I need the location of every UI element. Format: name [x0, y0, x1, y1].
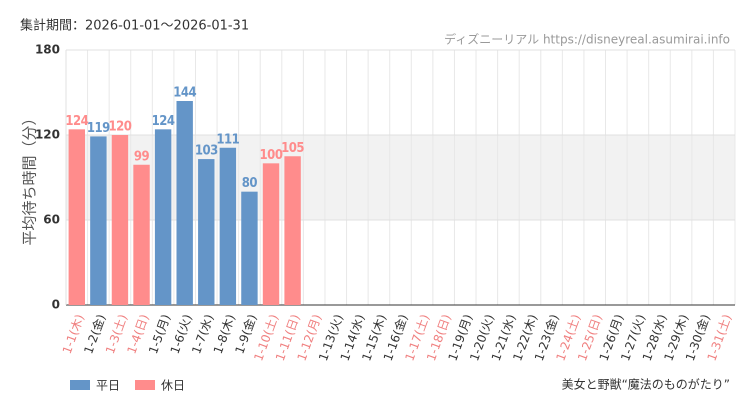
value-label: 99: [134, 149, 150, 164]
bar: [68, 129, 85, 305]
y-tick-label: 0: [52, 298, 60, 312]
source: ディズニーリアル https://disneyreal.asumirai.inf…: [444, 32, 730, 47]
y-tick-label: 60: [43, 213, 60, 227]
value-label: 124: [152, 114, 175, 129]
legend-label: 休日: [161, 379, 185, 393]
legend-swatch: [70, 380, 90, 390]
value-label: 120: [108, 120, 131, 135]
bar: [262, 163, 280, 305]
value-label: 144: [173, 86, 196, 101]
period-label: 集計期間：2026-01-01〜2026-01-31: [20, 18, 249, 34]
attraction: 美女と野獣“魔法のものがたり”: [562, 377, 730, 392]
bar: [133, 164, 150, 305]
legend-label: 平日: [96, 379, 120, 393]
bar: [111, 135, 129, 305]
value-label: 100: [260, 148, 283, 163]
bar: [241, 191, 258, 305]
bar: [284, 156, 301, 305]
bar: [198, 159, 215, 305]
value-label: 111: [216, 132, 239, 147]
legend-swatch: [135, 380, 155, 390]
bar: [176, 101, 193, 305]
bar: [154, 129, 172, 305]
bar: [90, 136, 107, 305]
y-tick-label: 120: [35, 128, 60, 142]
value-label: 103: [195, 144, 218, 159]
value-label: 119: [87, 121, 110, 136]
value-label: 105: [281, 141, 304, 156]
value-label: 80: [242, 176, 258, 191]
y-tick-label: 180: [35, 43, 60, 57]
bar: [219, 147, 237, 305]
y-axis-label: 平均待ち時間（分）: [21, 110, 39, 245]
value-label: 124: [65, 114, 88, 129]
